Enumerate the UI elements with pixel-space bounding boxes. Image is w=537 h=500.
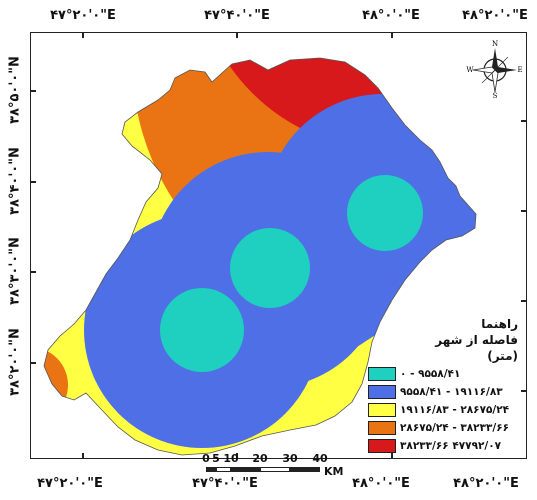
coord-top-2: ۴۷°۴۰'۰"E: [204, 8, 270, 23]
legend-swatch-2: [368, 385, 396, 399]
legend-item-4: ۲۸۶۷۵/۲۴ - ۳۸۲۳۳/۶۶: [368, 420, 518, 436]
legend-range-3: ۱۹۱۱۶/۸۳ - ۲۸۶۷۵/۲۴: [400, 404, 510, 416]
coord-top-4: ۴۸°۲۰'۰"E: [462, 8, 528, 23]
scale-label-5: 5: [212, 452, 220, 465]
coord-left-1: ۳۸°۵۰'۰"N: [7, 56, 23, 124]
coord-left-3: ۳۸°۳۰'۰"N: [7, 237, 23, 305]
north-arrow-icon: N S E W: [466, 40, 522, 98]
coord-bottom-1: ۴۷°۲۰'۰"E: [37, 476, 103, 491]
scale-label-40: 40: [312, 452, 328, 465]
scale-label-10: 10: [223, 452, 239, 465]
scale-label-30: 30: [282, 452, 298, 465]
coord-left-2: ۳۸°۴۰'۰"N: [7, 147, 23, 215]
north-letter: N: [492, 40, 498, 48]
scale-seg-3: [231, 467, 260, 472]
legend-swatch-3: [368, 403, 396, 417]
scale-seg-1: [206, 467, 216, 472]
scale-label-0: 0: [202, 452, 210, 465]
east-letter: E: [517, 66, 522, 74]
coord-bottom-3: ۴۸°۰'۰"E: [352, 476, 410, 491]
scale-unit: KM: [324, 465, 344, 478]
legend-item-3: ۱۹۱۱۶/۸۳ - ۲۸۶۷۵/۲۴: [368, 402, 518, 418]
legend-range-5: ۳۸۲۳۳/۶۶ ۴۷۷۹۲/۰۷: [400, 440, 502, 452]
legend-item-1: ۰ - ۹۵۵۸/۴۱: [368, 366, 518, 382]
legend-range-1: ۰ - ۹۵۵۸/۴۱: [400, 368, 461, 380]
scale-seg-2: [216, 467, 231, 472]
legend-swatch-1: [368, 367, 396, 381]
legend-title-3: (متر): [487, 349, 518, 363]
coord-top-3: ۴۸°۰'۰"E: [362, 8, 420, 23]
legend-item-2: ۹۵۵۸/۴۱ - ۱۹۱۱۶/۸۳: [368, 384, 518, 400]
scale-label-20: 20: [252, 452, 268, 465]
legend-range-2: ۹۵۵۸/۴۱ - ۱۹۱۱۶/۸۳: [400, 386, 503, 398]
scale-seg-5: [290, 467, 320, 472]
legend-swatch-4: [368, 421, 396, 435]
coord-top-1: ۴۷°۲۰'۰"E: [50, 8, 116, 23]
coord-bottom-2: ۴۷°۴۰'۰"E: [192, 476, 258, 491]
legend-title-1: راهنما: [481, 317, 518, 331]
west-letter: W: [466, 66, 474, 74]
legend-swatch-5: [368, 439, 396, 453]
south-letter: S: [493, 92, 498, 98]
zone-class-1-group: [160, 175, 423, 372]
legend-title-2: فاصله از شهر: [435, 333, 518, 347]
legend: راهنما فاصله از شهر (متر) ۰ - ۹۵۵۸/۴۱ ۹۵…: [368, 316, 518, 454]
legend-item-5: ۳۸۲۳۳/۶۶ ۴۷۷۹۲/۰۷: [368, 438, 518, 454]
coord-bottom-4: ۴۸°۲۰'۰"E: [453, 476, 519, 491]
scale-seg-4: [260, 467, 290, 472]
coord-left-4: ۳۸°۲۰'۰"N: [7, 328, 23, 396]
legend-range-4: ۲۸۶۷۵/۲۴ - ۳۸۲۳۳/۶۶: [400, 422, 510, 434]
map-frame: [30, 32, 527, 459]
region-outline: [43, 57, 477, 456]
